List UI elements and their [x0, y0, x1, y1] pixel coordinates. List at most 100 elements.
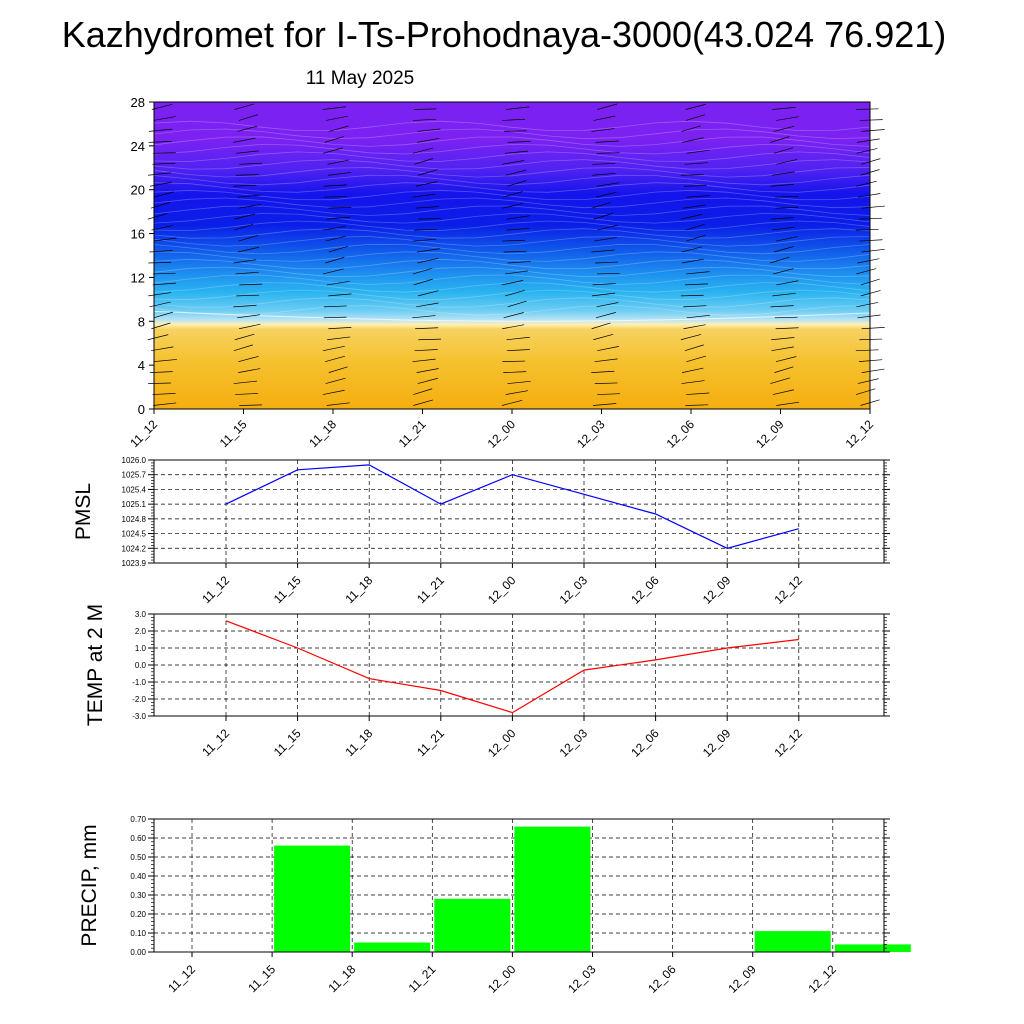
chart-date: 11 May 2025 [306, 68, 414, 89]
wind-barb [504, 150, 528, 154]
wind-barb [502, 324, 525, 330]
contour-line [153, 258, 871, 270]
wind-barb [504, 130, 527, 132]
wind-barb [234, 223, 254, 231]
wind-barb [233, 304, 257, 308]
wind-barb [681, 246, 703, 253]
wind-barb [236, 294, 260, 297]
wind-barb [861, 158, 881, 165]
wind-barb [149, 250, 173, 253]
wind-barb [153, 116, 176, 121]
y-tick-label: 24 [131, 139, 145, 154]
wind-barb [502, 239, 526, 242]
contour-line [153, 213, 871, 224]
contour-line [153, 236, 871, 247]
wind-barb [501, 160, 525, 165]
contour-line [153, 289, 871, 301]
wind-barb [151, 225, 173, 231]
wind-barb [327, 159, 350, 165]
wind-barb [153, 152, 176, 154]
wind-barb-column [233, 103, 263, 406]
precip-bar [754, 931, 831, 952]
wind-barb [856, 148, 878, 154]
wind-barb [773, 125, 795, 132]
wind-barb [856, 302, 879, 308]
x-tick-label: 12_12 [771, 573, 805, 607]
wind-barb [326, 402, 350, 406]
contour-line [153, 251, 871, 262]
wind-barb [328, 125, 349, 132]
y-tick-label: 0.20 [130, 910, 146, 919]
contour-line [153, 182, 871, 193]
x-tick-label: 12_03 [574, 417, 608, 451]
wind-barb [686, 392, 710, 395]
x-tick-label: 12_09 [700, 726, 734, 760]
wind-barb [686, 271, 710, 275]
x-tick-label: 11_12 [199, 573, 232, 606]
wind-barb [776, 280, 799, 286]
x-tick-label: 12_03 [565, 962, 599, 996]
wind-barb [148, 172, 172, 176]
wind-barb [595, 191, 617, 198]
wind-barb [234, 103, 255, 110]
x-tick-label: 11_15 [217, 417, 250, 450]
wind-barb [325, 256, 345, 264]
wind-barb [153, 402, 177, 406]
wind-barb [597, 103, 618, 110]
wind-barb-column [501, 106, 531, 406]
x-tick-label: 12_03 [557, 573, 591, 607]
wind-barb [770, 217, 795, 220]
wind-barb [857, 138, 880, 143]
x-tick-label: 11_21 [414, 573, 447, 606]
wind-barb [501, 118, 526, 121]
contour-line [153, 136, 871, 147]
wind-barb [151, 103, 173, 110]
wind-barb [415, 181, 438, 187]
x-tick-label: 12_09 [725, 962, 759, 996]
wind-barb [151, 322, 171, 330]
contour-line [153, 120, 871, 132]
contour-line [153, 128, 871, 140]
wind-barb [592, 163, 616, 165]
wind-barb [771, 346, 794, 352]
wind-barb [775, 327, 799, 330]
wind-barb [152, 282, 176, 286]
wind-barb [506, 227, 530, 231]
y-tick-label: 1024.8 [122, 515, 147, 524]
wind-barb [855, 349, 879, 352]
wind-barb [148, 292, 172, 297]
wind-barb [681, 380, 705, 384]
wind-barb [238, 356, 259, 362]
wind-barb [684, 344, 704, 352]
wind-barb [501, 400, 523, 406]
wind-barb [683, 185, 707, 187]
wind-barb [776, 116, 799, 121]
y-tick-label: 1025.4 [122, 485, 147, 494]
wind-barb [328, 327, 352, 330]
wind-barb [861, 129, 885, 132]
wind-barb-column [855, 108, 885, 406]
wind-barb [775, 356, 797, 363]
wind-barb [772, 292, 796, 297]
wind-barb [501, 280, 524, 286]
wind-barb [507, 141, 531, 143]
wind-barb [235, 271, 259, 275]
y-axis-title: PRECIP, mm [78, 824, 101, 946]
wind-barb [418, 338, 442, 341]
contour-line [153, 151, 871, 162]
wind-barb [238, 203, 262, 209]
wind-barb [327, 336, 351, 341]
wind-barb [681, 367, 704, 373]
wind-barb [591, 370, 615, 373]
wind-barb [235, 150, 260, 154]
wind-barb [505, 289, 525, 297]
wind-barb [506, 336, 530, 341]
y-tick-label: 0.50 [130, 853, 146, 862]
wind-barb [417, 128, 441, 132]
wind-barb [680, 214, 703, 220]
wind-barb [150, 346, 174, 352]
y-tick-label: 4 [138, 358, 145, 373]
y-tick-label: 0.70 [130, 815, 146, 824]
wind-barb [594, 358, 618, 363]
wind-barb [855, 229, 879, 231]
